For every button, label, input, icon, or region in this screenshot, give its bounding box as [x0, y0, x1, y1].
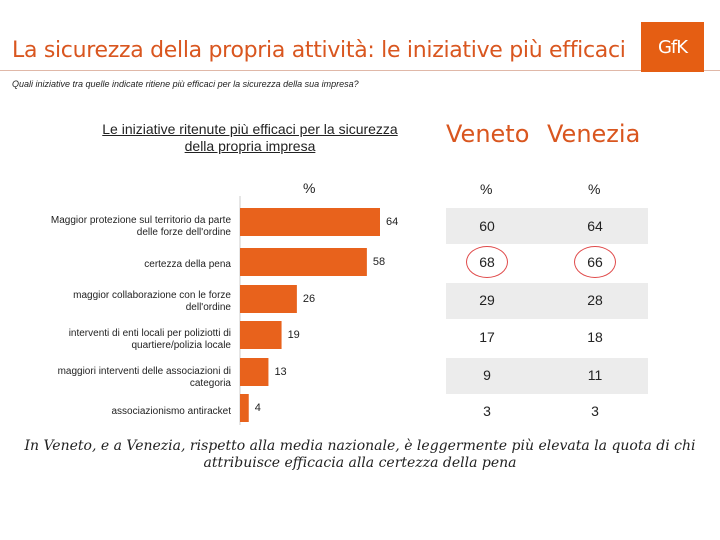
- venezia-unit-label: %: [588, 181, 601, 197]
- bar-category-label: interventi di enti locali per poliziotti…: [68, 328, 231, 351]
- chart-unit-label: %: [303, 180, 316, 196]
- table-cell-veneto: 29: [479, 292, 495, 308]
- chart-title: Le iniziative ritenute più efficaci per …: [102, 121, 398, 154]
- bar-category-label: certezza della pena: [144, 259, 231, 270]
- table-cell-venezia: 18: [587, 329, 603, 345]
- highlight-circle-veneto: [466, 246, 508, 278]
- page-title: La sicurezza della propria attività: le …: [12, 38, 626, 63]
- bar: [240, 321, 282, 349]
- bar-category-label: maggiori interventi delle associazioni d…: [57, 366, 231, 389]
- bar-value-label: 64: [386, 216, 398, 228]
- bar: [240, 358, 269, 386]
- bar: [240, 208, 380, 236]
- bar-category-label: associazionismo antiracket: [111, 406, 232, 417]
- bar: [240, 248, 367, 276]
- bar: [240, 394, 249, 422]
- column-header-veneto: Veneto: [446, 120, 530, 148]
- table-cell-veneto: 9: [483, 367, 491, 383]
- table-cell-veneto: 3: [483, 403, 491, 419]
- veneto-unit-label: %: [480, 181, 493, 197]
- gfk-logo: GfK: [641, 22, 704, 72]
- table-cell-veneto: 60: [479, 218, 495, 234]
- footer-note: In Veneto, e a Venezia, rispetto alla me…: [24, 438, 696, 471]
- table-cell-venezia: 3: [591, 403, 599, 419]
- highlight-circle-venezia: [574, 246, 616, 278]
- table-band: [446, 283, 648, 319]
- bar-value-label: 26: [303, 293, 315, 305]
- column-header-venezia: Venezia: [547, 120, 641, 148]
- table-cell-venezia: 28: [587, 292, 603, 308]
- table-band: [446, 208, 648, 244]
- survey-question: Quali iniziative tra quelle indicate rit…: [12, 79, 359, 89]
- bar-category-label: Maggior protezione sul territorio da par…: [50, 215, 231, 238]
- bar-value-label: 58: [373, 256, 385, 268]
- bar-category-label: maggior collaborazione con le forze dell…: [73, 290, 231, 313]
- table-cell-venezia: 64: [587, 218, 603, 234]
- bar-value-label: 19: [288, 329, 300, 341]
- bar: [240, 285, 297, 313]
- bar-value-label: 13: [274, 366, 286, 378]
- title-divider: [0, 70, 720, 71]
- table-band: [446, 358, 648, 394]
- table-cell-venezia: 11: [587, 367, 603, 383]
- bar-value-label: 4: [255, 402, 261, 414]
- table-cell-veneto: 17: [479, 329, 495, 345]
